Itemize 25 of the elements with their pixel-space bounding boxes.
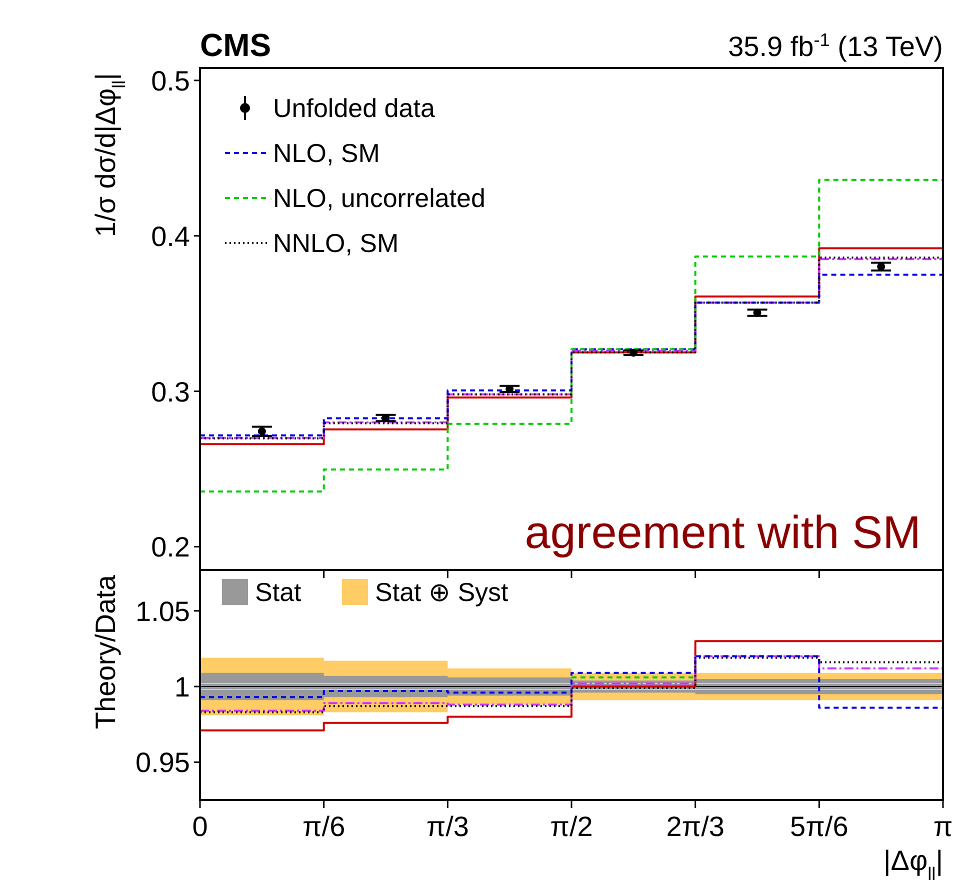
y-axis-title: Theory/Data (90, 574, 121, 730)
x-tick-label: π/6 (302, 811, 346, 842)
y-tick-label: 1 (174, 672, 190, 703)
y-tick-label: 0.3 (151, 376, 190, 408)
x-tick-label: π (933, 811, 953, 842)
x-tick-label: 5π/6 (790, 811, 848, 842)
y-tick-label: 0.95 (136, 747, 190, 778)
legend-label: NNLO, SM (273, 228, 399, 258)
legend-label: NLO, uncorrelated (273, 183, 486, 213)
y-tick-label: 0.4 (151, 220, 190, 252)
y-tick-label: 0.5 (151, 65, 190, 96)
legend-label: Unfolded data (273, 93, 436, 123)
annotation: agreement with SM (524, 506, 921, 558)
x-axis-title: |Δφ$_{ll}$| (883, 845, 943, 884)
x-tick-label: 0 (192, 811, 208, 842)
chart-title: CMS (200, 27, 272, 63)
y-tick-label: 0.2 (151, 532, 190, 563)
legend-label: Stat ⊕ Syst (375, 577, 510, 607)
y-tick-label: 1.05 (136, 596, 190, 627)
x-tick-label: π/2 (550, 811, 593, 842)
chart-subtitle: 35.9 fb$^{-1}$ (13 TeV) (728, 30, 943, 62)
legend-label: NLO, SM (273, 138, 380, 168)
x-tick-label: 2π/3 (666, 811, 724, 842)
x-tick-label: π/3 (426, 811, 470, 842)
legend-label: Stat (255, 577, 302, 607)
